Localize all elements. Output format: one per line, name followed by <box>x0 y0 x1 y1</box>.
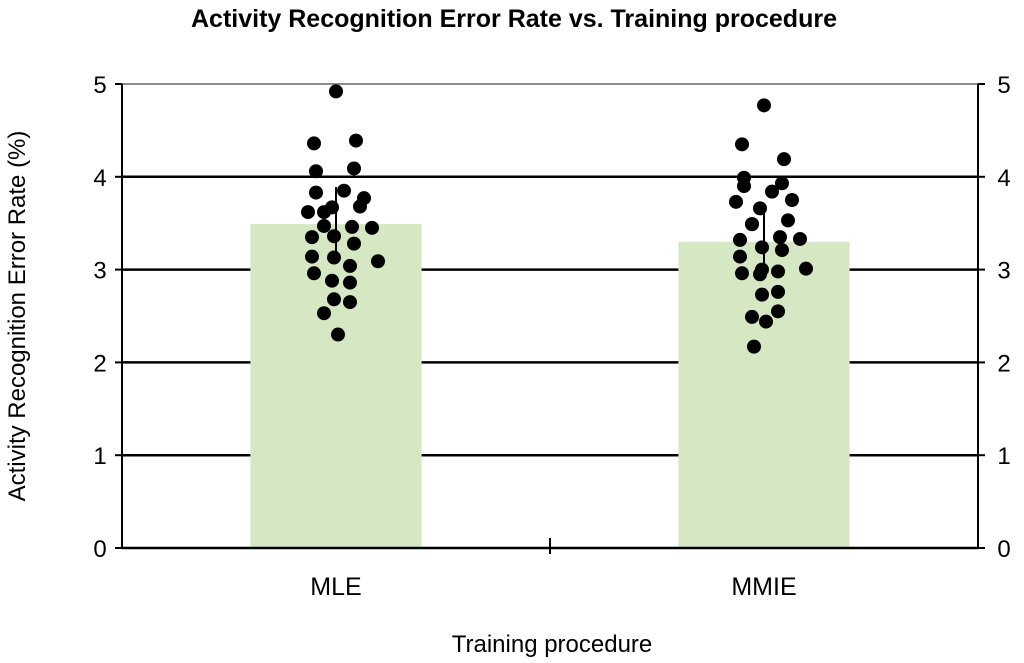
data-point-mmie <box>781 213 795 228</box>
chart-title: Activity Recognition Error Rate vs. Trai… <box>191 5 837 33</box>
axes <box>115 83 985 554</box>
data-point-mle <box>345 219 359 234</box>
data-point-mle <box>317 306 331 321</box>
data-point-mmie <box>793 231 807 246</box>
y-tick-label-left: 5 <box>93 72 106 99</box>
data-point-mle <box>347 236 361 251</box>
data-point-mmie <box>777 152 791 167</box>
data-point-mmie <box>733 249 747 264</box>
data-point-mmie <box>755 240 769 255</box>
data-point-mle <box>301 205 315 220</box>
data-point-mle <box>343 258 357 273</box>
data-point-mle <box>331 327 345 342</box>
data-point-mmie <box>753 201 767 216</box>
data-point-mle <box>349 133 363 148</box>
data-point-mle <box>327 250 341 265</box>
y-tick-label-left: 0 <box>93 536 106 563</box>
data-points <box>301 84 813 354</box>
data-point-mle <box>347 161 361 176</box>
data-point-mmie <box>745 309 759 324</box>
x-tick-label-mmie: MMIE <box>731 573 796 601</box>
y-tick-label-left: 2 <box>93 350 106 377</box>
data-point-mmie <box>755 287 769 302</box>
data-point-mmie <box>775 176 789 191</box>
data-point-mmie <box>771 264 785 279</box>
data-point-mmie <box>737 179 751 194</box>
data-point-mle <box>329 84 343 99</box>
data-point-mmie <box>785 193 799 207</box>
data-point-mmie <box>757 98 771 113</box>
y-tick-label-left: 3 <box>93 258 106 285</box>
data-point-mle <box>307 266 321 281</box>
data-point-mle <box>305 230 319 245</box>
bar-mmie <box>678 241 850 548</box>
data-point-mle <box>305 249 319 264</box>
x-axis-title: Training procedure <box>452 631 653 658</box>
y-tick-label-left: 1 <box>93 443 106 470</box>
data-point-mle <box>371 254 385 269</box>
data-point-mmie <box>735 266 749 281</box>
data-point-mle <box>307 136 321 151</box>
data-point-mmie <box>775 243 789 258</box>
data-point-mmie <box>729 194 743 209</box>
data-point-mmie <box>765 184 779 199</box>
y-tick-label-right: 2 <box>997 350 1010 377</box>
bar-mle <box>250 224 422 549</box>
data-point-mmie <box>745 217 759 232</box>
data-point-mmie <box>733 232 747 247</box>
tick-labels: 0 0 1 1 2 2 3 3 4 4 5 5 <box>93 72 1010 563</box>
data-point-mmie <box>773 230 787 245</box>
data-point-mmie <box>771 284 785 299</box>
data-point-mle <box>365 220 379 235</box>
y-tick-label-right: 3 <box>997 258 1010 285</box>
data-point-mmie <box>799 261 813 276</box>
data-point-mle <box>325 273 339 288</box>
y-tick-label-right: 0 <box>997 536 1010 563</box>
data-point-mle <box>343 275 357 290</box>
data-point-mmie <box>747 339 761 354</box>
y-tick-label-left: 4 <box>93 165 106 192</box>
y-tick-label-right: 1 <box>997 443 1010 470</box>
data-point-mmie <box>771 304 785 319</box>
data-point-mle <box>309 185 323 200</box>
x-tick-label-mle: MLE <box>310 573 361 601</box>
data-point-mmie <box>759 314 773 329</box>
data-point-mmie <box>753 267 767 282</box>
category-labels: MLE MMIE <box>310 573 796 601</box>
data-point-mle <box>309 164 323 179</box>
data-point-mle <box>327 229 341 244</box>
y-tick-label-right: 4 <box>997 165 1010 192</box>
data-point-mle <box>317 205 331 220</box>
data-point-mle <box>327 292 341 307</box>
data-point-mle <box>343 295 357 310</box>
data-point-mle <box>337 183 351 198</box>
data-point-mle <box>353 199 367 214</box>
data-point-mle <box>317 218 331 233</box>
y-axis-title: Activity Recognition Error Rate (%) <box>4 131 31 502</box>
data-point-mmie <box>735 137 749 152</box>
y-tick-label-right: 5 <box>997 72 1010 99</box>
